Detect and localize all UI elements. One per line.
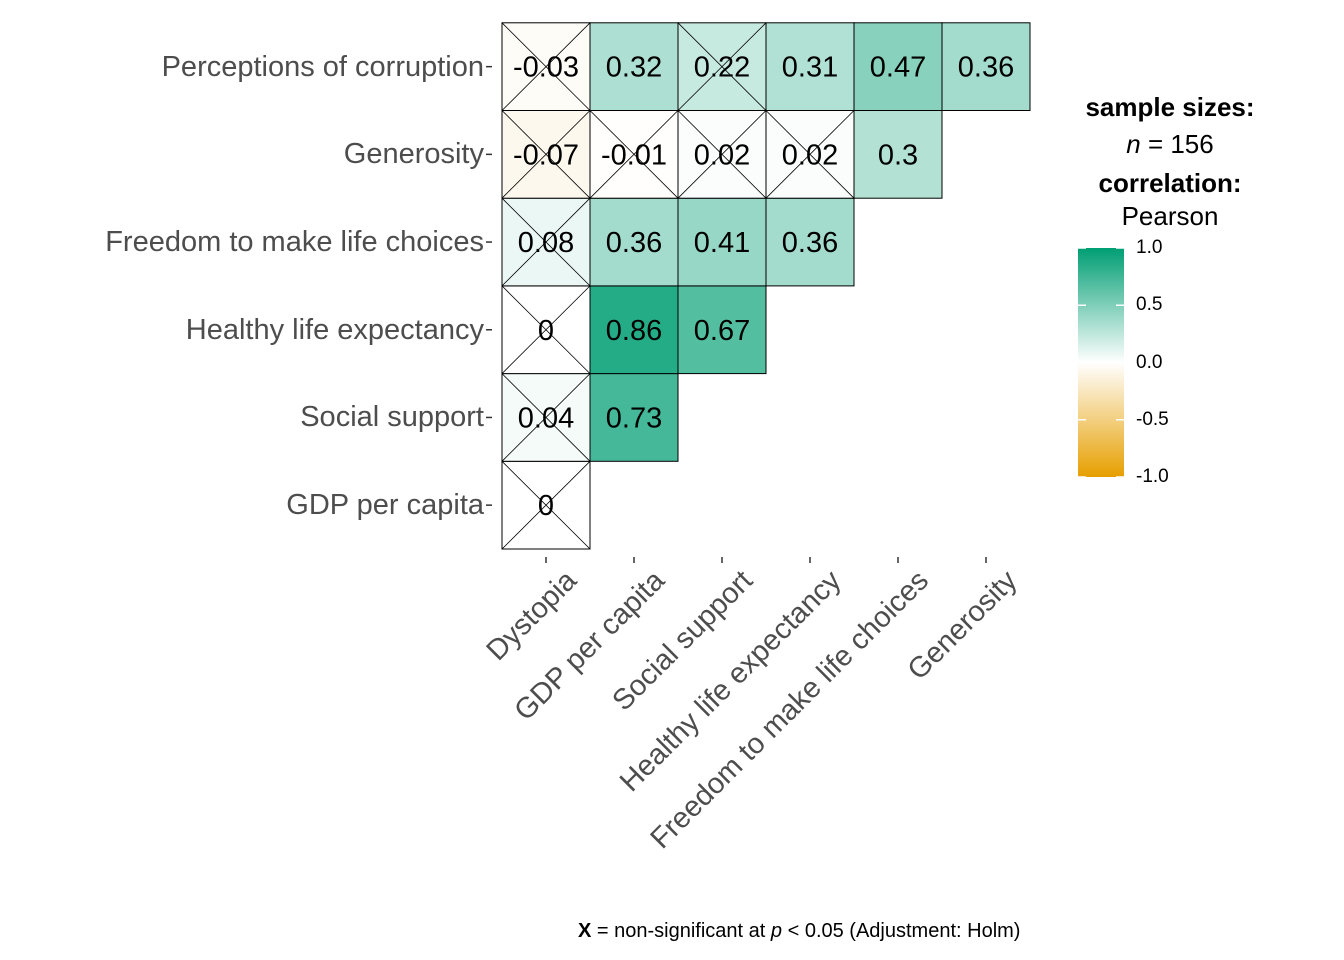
nonsignificant-cross (589, 110, 679, 199)
heatmap-cell (677, 285, 767, 375)
heatmap-cell (765, 22, 855, 111)
cell-value-label: 0.08 (518, 227, 574, 259)
nonsignificant-cross (501, 110, 591, 199)
correlation-title: correlation: (1098, 168, 1242, 198)
nonsignificant-cross (677, 22, 767, 111)
cell-value-label: 0.73 (606, 402, 662, 434)
y-tick-label: Healthy life expectancy (185, 313, 484, 346)
y-tick-label: Freedom to make life choices (105, 226, 484, 259)
colorbar-tick-label: -0.5 (1136, 408, 1169, 430)
cell-value-label: 0.36 (958, 52, 1014, 84)
cell-value-label: 0.67 (694, 315, 750, 347)
heatmap-cell (589, 22, 679, 111)
cell-value-label: 0.31 (782, 52, 838, 84)
heatmap-cell (853, 110, 943, 199)
cell-value-label: -0.07 (513, 139, 579, 171)
y-tick-label: Perceptions of corruption (161, 50, 484, 83)
cell-value-label: 0.86 (606, 315, 662, 347)
cell-value-label: 0.3 (878, 139, 918, 171)
colorbar-tick-label: 0.5 (1136, 294, 1163, 316)
nonsignificant-cross (501, 22, 591, 111)
cell-value-label: -0.03 (513, 52, 579, 84)
heatmap-cell (853, 22, 943, 111)
heatmap-cell (941, 22, 1031, 111)
cell-value-label: 0.22 (694, 52, 750, 84)
y-tick-label: Social support (300, 401, 484, 434)
nonsignificant-cross (677, 110, 767, 199)
cell-value-label: 0.04 (518, 402, 574, 434)
correlation-method: Pearson (1121, 201, 1219, 231)
caption: X = non-significant at p < 0.05 (Adjustm… (578, 920, 1021, 942)
cell-value-label: 0.47 (870, 52, 926, 84)
y-tick-label: Generosity (343, 138, 484, 171)
sample-size-value: n = 156 (1126, 129, 1214, 159)
nonsignificant-cross (765, 110, 855, 199)
sample-sizes-title: sample sizes: (1085, 92, 1255, 122)
heatmap-cell (765, 197, 855, 287)
cell-value-label: 0.02 (694, 139, 750, 171)
cell-value-label: 0.36 (606, 227, 662, 259)
colorbar-tick-label: -1.0 (1136, 466, 1169, 487)
nonsignificant-cross (501, 373, 591, 462)
colorbar-tick-label: 1.0 (1136, 237, 1163, 258)
colorbar-tick-label: 0.0 (1136, 351, 1163, 373)
cell-value-label: 0.32 (606, 52, 662, 84)
heatmap-cell (589, 373, 679, 462)
cell-value-label: 0.36 (782, 227, 838, 259)
nonsignificant-cross (501, 285, 591, 374)
cell-value-label: 0.02 (782, 139, 838, 171)
nonsignificant-cross (501, 461, 591, 550)
legend: sample sizes: n = 156 correlation: Pears… (1060, 92, 1280, 232)
heatmap-cell (677, 197, 767, 287)
nonsignificant-cross (501, 197, 591, 287)
cell-value-label: 0 (538, 315, 554, 347)
cell-value-label: 0.41 (694, 227, 750, 259)
cell-value-label: -0.01 (601, 139, 667, 171)
y-tick-label: GDP per capita (286, 489, 484, 522)
cell-value-label: 0 (538, 490, 554, 522)
